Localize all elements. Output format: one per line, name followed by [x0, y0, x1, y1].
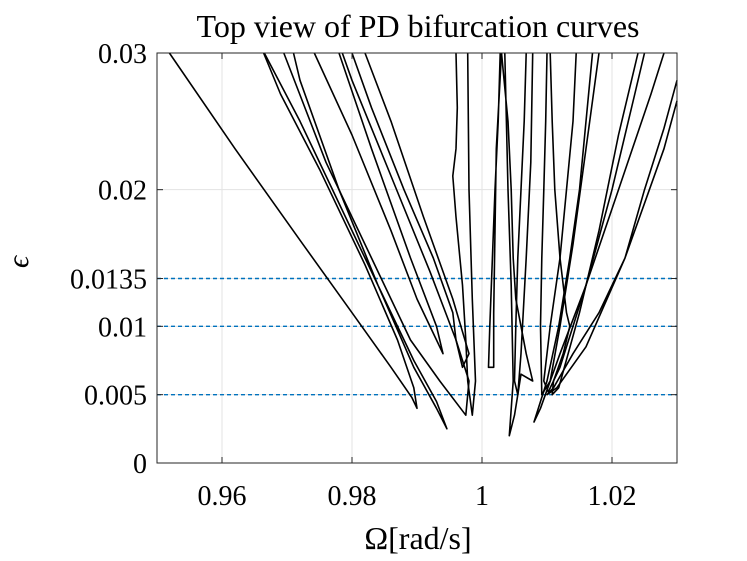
- curve-1: [168, 52, 418, 410]
- y-tick-label-4: 0.02: [98, 176, 147, 207]
- curve-11: [549, 52, 639, 396]
- ticks-layer: 0.96 0.98 1 1.02 0 0.005 0.01 0.0135 0.02 0.03: [70, 39, 677, 512]
- x-tick-label-0: 0.96: [198, 481, 247, 512]
- reference-lines-layer: [157, 277, 677, 396]
- curve-7: [487, 52, 503, 369]
- y-tick-label-2: 0.01: [98, 312, 147, 343]
- chart-title: Top view of PD bifurcation curves: [197, 8, 640, 44]
- y-tick-label-1: 0.005: [84, 381, 147, 412]
- curve-4: [313, 52, 444, 355]
- curve-14: [546, 80, 678, 396]
- x-tick-label-1: 0.98: [328, 481, 377, 512]
- y-tick-label-3: 0.0135: [70, 265, 147, 296]
- x-tick-label-3: 1.02: [588, 481, 637, 512]
- curve-5: [351, 52, 470, 369]
- y-axis-label: ϵ: [2, 254, 35, 268]
- curve-6: [452, 52, 477, 416]
- y-tick-label-5: 0.03: [98, 39, 147, 70]
- y-tick-label-0: 0: [133, 449, 147, 480]
- plot-frame: [156, 52, 678, 464]
- curves-layer: [168, 52, 678, 437]
- x-tick-label-2: 1: [475, 481, 489, 512]
- curve-10: [539, 52, 600, 396]
- curve-9: [513, 52, 534, 396]
- curve-13: [533, 52, 665, 423]
- curve-8: [500, 52, 534, 437]
- x-axis-label: Ω[rad/s]: [364, 520, 471, 556]
- curve-3: [283, 52, 470, 416]
